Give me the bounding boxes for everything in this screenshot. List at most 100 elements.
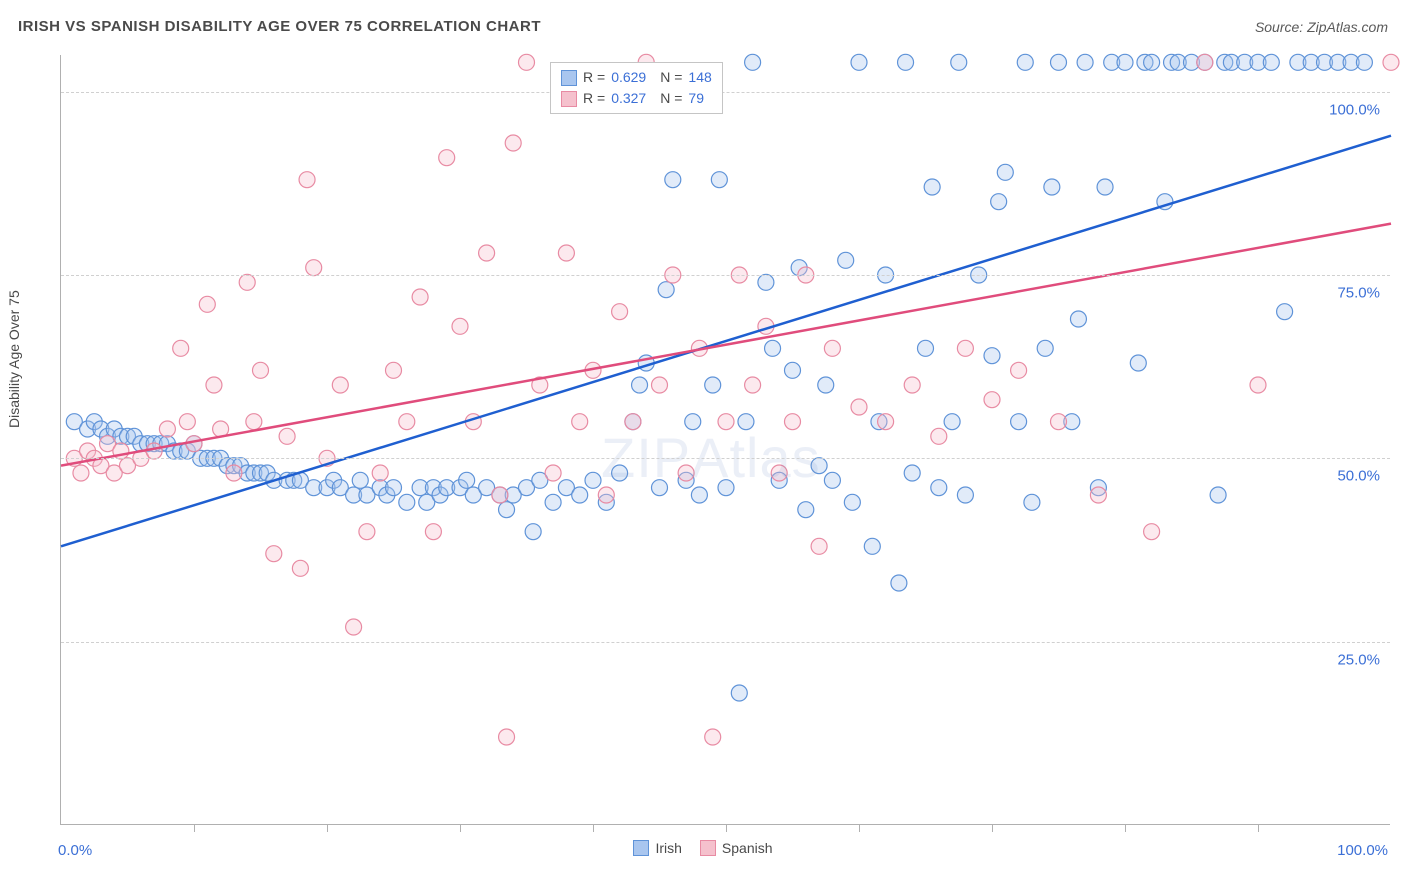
data-point [598,487,614,503]
data-point [665,172,681,188]
x-tick [859,824,860,832]
data-point [944,414,960,430]
data-point [691,487,707,503]
y-tick-label: 100.0% [1329,101,1380,118]
data-point [1144,54,1160,70]
data-point [678,465,694,481]
data-point [386,480,402,496]
x-tick [327,824,328,832]
data-point [738,414,754,430]
data-point [878,414,894,430]
data-point [386,362,402,378]
data-point [359,524,375,540]
data-point [984,392,1000,408]
data-point [492,487,508,503]
data-point [997,164,1013,180]
y-tick-label: 75.0% [1337,285,1380,302]
data-point [246,414,262,430]
data-point [931,480,947,496]
data-point [731,685,747,701]
data-point [159,421,175,437]
data-point [1356,54,1372,70]
data-point [931,428,947,444]
data-point [399,414,415,430]
data-point [1277,304,1293,320]
x-tick [460,824,461,832]
data-point [1037,340,1053,356]
data-point [279,428,295,444]
data-point [918,340,934,356]
data-point [1011,414,1027,430]
data-point [73,465,89,481]
data-point [1250,377,1266,393]
chart-svg [61,55,1390,824]
x-tick [726,824,727,832]
data-point [1011,362,1027,378]
data-point [625,414,641,430]
data-point [991,194,1007,210]
data-point [1024,494,1040,510]
data-point [811,538,827,554]
data-point [652,377,668,393]
data-point [891,575,907,591]
data-point [652,480,668,496]
data-point [765,340,781,356]
gridline [61,642,1390,643]
data-point [898,54,914,70]
data-point [306,260,322,276]
y-tick-label: 50.0% [1337,468,1380,485]
x-tick [593,824,594,832]
data-point [718,414,734,430]
data-point [412,289,428,305]
legend-label: Irish [655,840,681,856]
data-point [499,502,515,518]
data-point [957,340,973,356]
legend-item: Irish [633,840,681,856]
data-point [1263,54,1279,70]
data-point [1077,54,1093,70]
data-point [1210,487,1226,503]
data-point [904,377,920,393]
data-point [1130,355,1146,371]
data-point [632,377,648,393]
data-point [824,340,840,356]
data-point [1051,414,1067,430]
data-point [479,245,495,261]
data-point [824,472,840,488]
data-point [838,252,854,268]
data-point [558,245,574,261]
data-point [984,348,1000,364]
data-point [758,274,774,290]
data-point [745,54,761,70]
data-point [572,487,588,503]
data-point [705,377,721,393]
data-point [1070,311,1086,327]
data-point [545,465,561,481]
data-point [1017,54,1033,70]
stats-r-value: 0.327 [611,88,646,109]
gridline [61,275,1390,276]
data-point [1117,54,1133,70]
data-point [904,465,920,481]
data-point [1197,54,1213,70]
data-point [811,458,827,474]
data-point [179,414,195,430]
data-point [1097,179,1113,195]
stats-r-label: R = [583,67,605,88]
x-tick [992,824,993,832]
data-point [253,362,269,378]
data-point [439,150,455,166]
data-point [705,729,721,745]
data-point [239,274,255,290]
x-tick [194,824,195,832]
data-point [851,399,867,415]
stats-n-value: 148 [688,67,711,88]
data-point [459,472,475,488]
legend-swatch [700,840,716,856]
data-point [711,172,727,188]
stats-r-value: 0.629 [611,67,646,88]
data-point [425,524,441,540]
data-point [718,480,734,496]
data-point [957,487,973,503]
data-point [844,494,860,510]
